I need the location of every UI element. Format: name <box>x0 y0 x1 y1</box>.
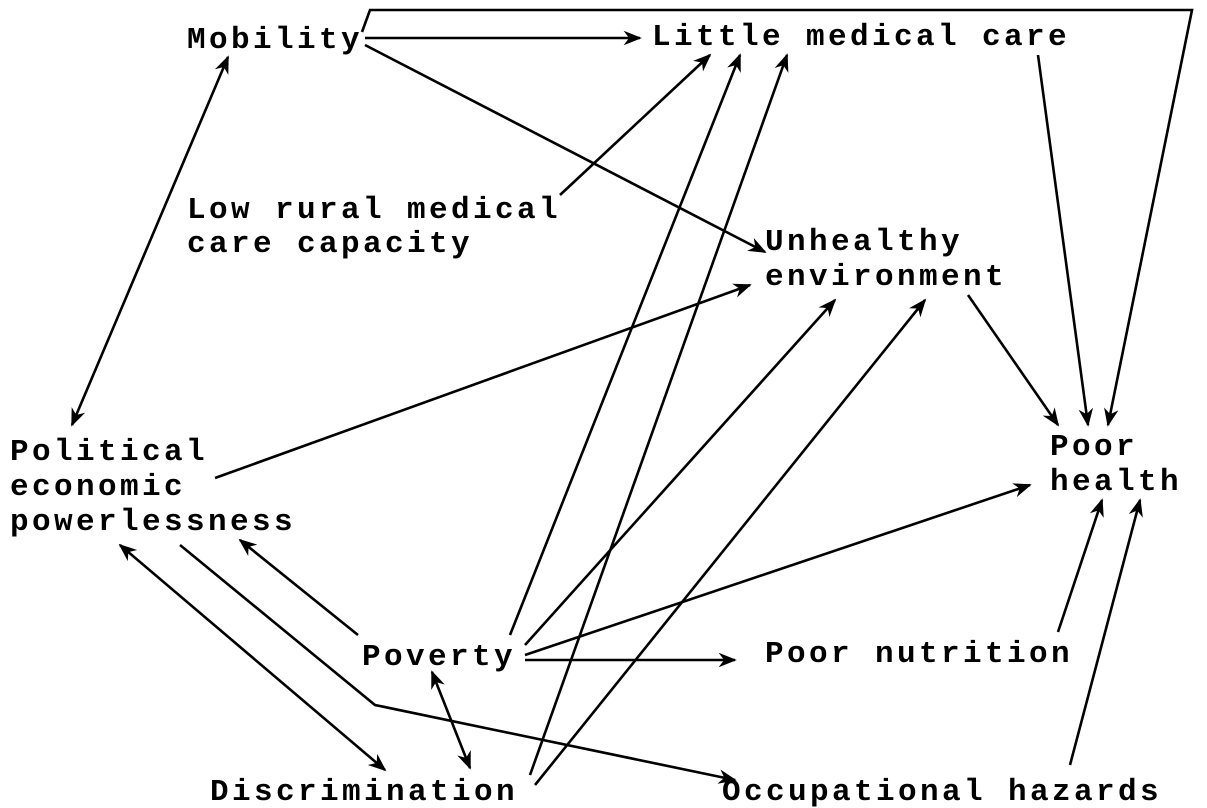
edge <box>524 483 1032 657</box>
edge <box>238 538 359 637</box>
node-label: Discrimination <box>210 775 518 808</box>
edge <box>179 543 737 784</box>
node-label: Poverty <box>362 640 516 675</box>
node-label: environment <box>765 260 1007 295</box>
edge <box>1068 498 1143 766</box>
edge <box>524 298 837 646</box>
edge <box>1036 54 1094 427</box>
node-label: economic <box>10 470 186 505</box>
node-label: Unhealthy <box>765 225 963 260</box>
node-label: Poor nutrition <box>765 637 1073 672</box>
node-label: Low rural medical <box>187 193 561 228</box>
edges <box>70 8 1194 786</box>
edge <box>364 43 767 254</box>
edge <box>533 298 927 786</box>
node-label: Poor <box>1050 430 1138 465</box>
edge <box>559 53 712 196</box>
node-label: health <box>1050 465 1182 500</box>
node-label: Occupational hazards <box>722 775 1162 808</box>
edge <box>360 8 1194 427</box>
nodes: Mobility Little medical care Low rural m… <box>10 20 1182 808</box>
edge <box>966 294 1060 427</box>
edge <box>70 55 230 427</box>
node-label: Little medical care <box>652 20 1070 55</box>
node-label: Political <box>10 435 208 470</box>
edge <box>118 543 387 772</box>
edge <box>1056 498 1104 633</box>
node-label: care capacity <box>187 227 473 262</box>
node-label: Mobility <box>187 23 363 58</box>
edge <box>508 53 742 636</box>
edge <box>214 283 752 480</box>
node-label: powerlessness <box>10 505 296 540</box>
edge <box>528 53 789 776</box>
